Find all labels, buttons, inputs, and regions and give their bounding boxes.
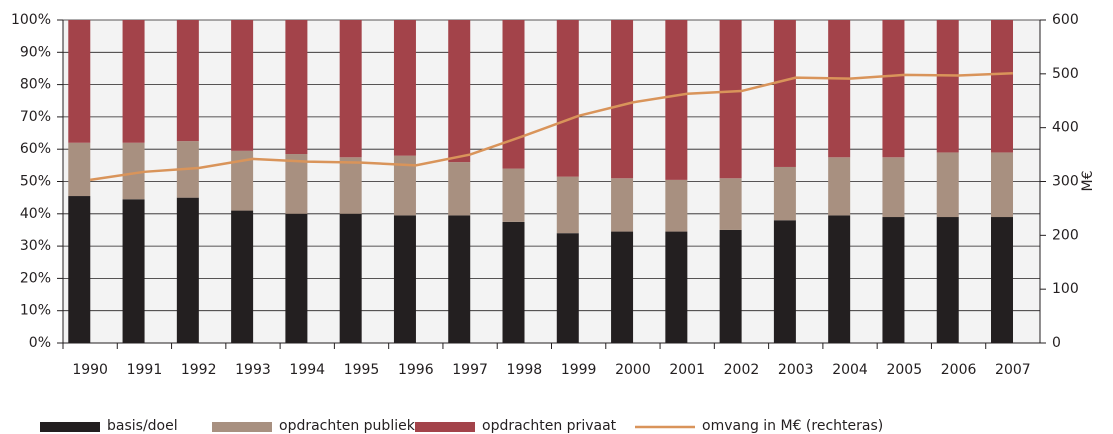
bar-segment <box>773 20 796 167</box>
x-tick-label: 1994 <box>289 362 325 378</box>
legend-swatch <box>40 422 100 432</box>
bar-segment <box>556 20 579 177</box>
x-tick-label: 2001 <box>669 362 705 378</box>
bar-segment <box>828 157 851 216</box>
bar-segment <box>719 20 742 179</box>
bar-segment <box>231 150 254 211</box>
y-tick-label: 100% <box>11 12 51 28</box>
bar-segment <box>936 152 959 218</box>
x-tick-label: 1998 <box>507 362 543 378</box>
bar-segment <box>665 231 688 343</box>
x-tick-label: 2004 <box>832 362 868 378</box>
y2-tick-label: 600 <box>1052 12 1079 28</box>
bar-segment <box>393 155 416 216</box>
bar-segment <box>285 154 308 214</box>
y2-tick-label: 200 <box>1052 227 1079 243</box>
bar-segment <box>122 20 145 143</box>
y-tick-label: 80% <box>20 77 51 93</box>
bar-segment <box>882 20 905 158</box>
bar-segment <box>393 20 416 156</box>
bar-segment <box>611 20 634 179</box>
bar-segment <box>448 20 471 163</box>
y-tick-label: 40% <box>20 206 51 222</box>
legend-label: opdrachten publiek <box>279 418 416 434</box>
y-tick-label: 50% <box>20 174 51 190</box>
y2-tick-label: 0 <box>1052 335 1061 351</box>
y-tick-label: 20% <box>20 270 51 286</box>
line <box>89 72 1013 182</box>
bar-segment <box>448 162 471 216</box>
bar-segment <box>773 166 796 221</box>
y2-tick-label: 100 <box>1052 281 1079 297</box>
legend-swatch <box>212 422 272 432</box>
bar-segment <box>285 20 308 155</box>
x-tick-label: 2007 <box>995 362 1031 378</box>
x-tick-label: 2006 <box>941 362 977 378</box>
x-tick-label: 2003 <box>778 362 814 378</box>
y-tick-label: 10% <box>20 303 51 319</box>
x-tick-label: 2005 <box>886 362 922 378</box>
legend-swatch <box>415 422 475 432</box>
bar-segment <box>991 217 1014 343</box>
x-tick-label: 1991 <box>127 362 163 378</box>
bar-segment <box>231 20 254 151</box>
bar-segment <box>502 168 525 222</box>
legend-label: omvang in M€ (rechteras) <box>702 418 883 434</box>
bar-segment <box>393 215 416 343</box>
bar-segment <box>882 157 905 218</box>
bar-segment <box>68 196 91 343</box>
x-tick-label: 1996 <box>398 362 434 378</box>
legend-label: opdrachten privaat <box>482 418 617 434</box>
bar-segment <box>176 197 199 343</box>
bar-segment <box>339 20 362 158</box>
bar-segment <box>176 20 199 142</box>
bar-segment <box>122 199 145 343</box>
bar-segment <box>719 178 742 230</box>
bar-segment <box>665 179 688 232</box>
bar-segment <box>665 20 688 180</box>
bar-segment <box>68 20 91 143</box>
bar-segment <box>828 215 851 343</box>
bar-segment <box>285 213 308 343</box>
bar-segment <box>448 215 471 343</box>
bar-segment <box>991 20 1014 153</box>
y2-axis-title: M€ <box>1080 171 1096 192</box>
x-tick-label: 1993 <box>235 362 271 378</box>
y-tick-label: 60% <box>20 141 51 157</box>
bar-segment <box>556 176 579 234</box>
x-tick-label: 1999 <box>561 362 597 378</box>
bar-segment <box>773 220 796 343</box>
bar-segment <box>611 178 634 232</box>
y-tick-label: 30% <box>20 238 51 254</box>
bar-segment <box>828 20 851 158</box>
bar-segment <box>936 217 959 343</box>
y2-tick-label: 500 <box>1052 66 1079 82</box>
legend-label: basis/doel <box>107 418 178 434</box>
x-tick-label: 2000 <box>615 362 651 378</box>
bar-segment <box>556 233 579 343</box>
bar-segment <box>339 157 362 214</box>
y2-tick-label: 300 <box>1052 174 1079 190</box>
bar-segment <box>339 213 362 343</box>
bar-segment <box>936 20 959 153</box>
bar-segment <box>719 229 742 343</box>
bar-segment <box>611 231 634 343</box>
bar-segment <box>68 142 91 197</box>
x-tick-label: 1997 <box>452 362 488 378</box>
bar-segment <box>231 210 254 343</box>
y-tick-label: 90% <box>20 44 51 60</box>
bar-segment <box>882 217 905 343</box>
bar-segment <box>502 221 525 343</box>
x-tick-label: 1990 <box>72 362 108 378</box>
y-tick-label: 0% <box>29 335 51 351</box>
x-tick-label: 2002 <box>724 362 760 378</box>
bar-segment <box>502 20 525 169</box>
x-tick-label: 1995 <box>344 362 380 378</box>
bar-segment <box>122 142 145 200</box>
y-tick-label: 70% <box>20 109 51 125</box>
y2-tick-label: 400 <box>1052 120 1079 136</box>
bar-segment <box>991 152 1014 218</box>
x-tick-label: 1992 <box>181 362 217 378</box>
